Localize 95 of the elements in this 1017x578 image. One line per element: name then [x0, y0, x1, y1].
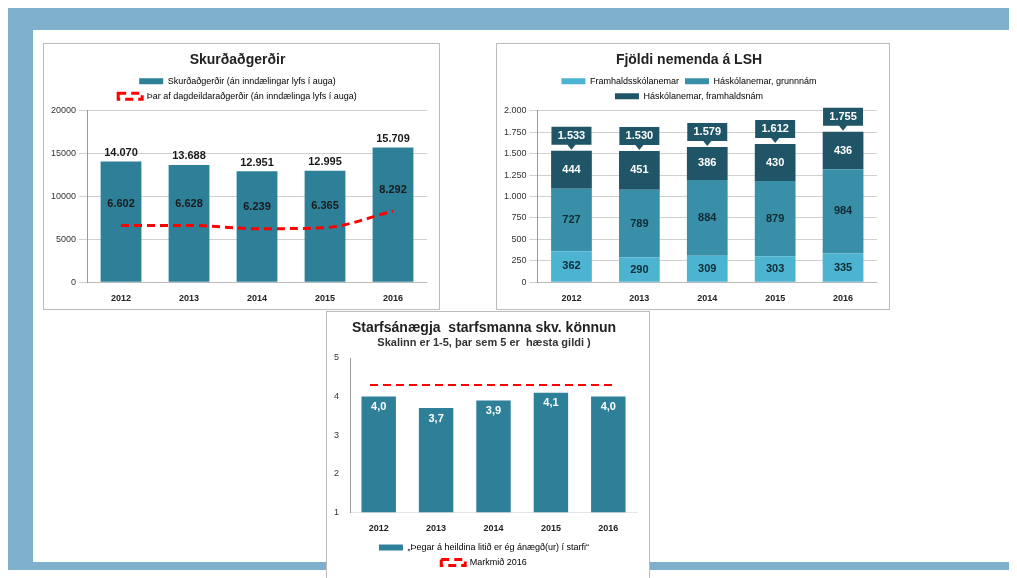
y-tick-label: 500 [511, 233, 527, 244]
legend-label: Markmið 2016 [469, 556, 527, 567]
x-tick-label: 2015 [765, 293, 786, 304]
data-label: 4,1 [543, 396, 559, 409]
data-label: 12.951 [240, 155, 274, 168]
data-label: 984 [833, 204, 854, 217]
data-label: 386 [698, 156, 717, 169]
y-tick-label: 1.000 [503, 190, 527, 201]
x-tick-label: 2015 [314, 293, 336, 304]
y-tick-label: 20000 [51, 105, 77, 116]
line-series [119, 209, 395, 231]
x-tick-label: 2015 [540, 523, 561, 534]
x-tick-label: 2012 [368, 523, 389, 534]
y-tick-label: 2 [333, 468, 340, 479]
data-label: 335 [833, 260, 853, 273]
bar [754, 256, 796, 282]
data-label: 6.365 [311, 199, 339, 212]
data-label: 362 [562, 259, 581, 272]
data-label: 789 [630, 216, 649, 229]
data-label: 879 [765, 211, 785, 224]
data-label: 727 [562, 213, 581, 226]
y-tick-label: 1 [333, 506, 340, 517]
bar [619, 257, 660, 282]
data-label: 444 [562, 162, 582, 175]
data-label: 4,0 [600, 400, 616, 413]
total-label: 1.612 [761, 122, 789, 135]
bar [551, 188, 592, 252]
y-tick-label: 0 [71, 276, 77, 287]
y-tick-label: 750 [511, 212, 527, 223]
data-label: 6.602 [107, 197, 135, 210]
y-tick-label: 5 [333, 352, 340, 363]
x-tick-label: 2013 [629, 293, 650, 304]
data-label: 309 [698, 261, 717, 274]
data-label: 6.628 [175, 196, 203, 209]
data-label: 303 [765, 262, 785, 274]
data-label: 4,0 [371, 400, 387, 413]
y-tick-label: 1.750 [503, 126, 527, 137]
total-label: 1.579 [693, 124, 722, 137]
x-tick-label: 2012 [561, 293, 582, 304]
bar [822, 169, 864, 254]
x-tick-label: 2016 [382, 293, 404, 304]
data-label: 884 [698, 210, 718, 223]
y-tick-label: 15000 [51, 148, 77, 159]
x-tick-label: 2013 [179, 293, 200, 304]
y-tick-label: 1.250 [503, 169, 527, 180]
data-label: 13.688 [172, 149, 206, 162]
bar [236, 171, 278, 282]
legend-label: Háskólanemar, grunnnám [713, 75, 817, 86]
y-tick-label: 1.500 [503, 148, 527, 159]
data-label: 6.239 [243, 200, 271, 213]
data-label: 15.709 [376, 132, 410, 145]
legend-label: Háskólanemar, framhaldsnám [643, 90, 764, 101]
y-tick-label: 2.000 [503, 105, 527, 116]
chart-title: Starfsánægja starfsmanna skv. könnun [351, 319, 617, 336]
data-label: 3,9 [485, 403, 502, 416]
legend-label: „Þegar á heildina litið er ég ánægð(ur) í starfi“ [407, 541, 590, 552]
data-label: 290 [630, 262, 649, 275]
legend-label: Skurðaðgerðir (án inndælingar lyfs í auga) [167, 75, 336, 86]
bar [372, 147, 414, 282]
chart-title: Skurðaðgerðir [189, 51, 286, 68]
data-label: 451 [630, 163, 649, 176]
chart-title: Fjöldi nemenda á LSH [615, 51, 763, 68]
y-tick-label: 3 [333, 429, 340, 440]
y-tick-label: 4 [333, 391, 340, 402]
bar [754, 180, 796, 257]
y-tick-label: 0 [521, 276, 527, 287]
legend-label: Þar af dagdeildaraðgerðir (án inndælinga lyfs í auga) [146, 90, 357, 101]
x-tick-label: 2014 [247, 293, 268, 304]
x-tick-label: 2012 [111, 293, 132, 304]
y-tick-label: 10000 [51, 190, 77, 201]
legend-label: Framhaldsskólanemar [589, 75, 679, 86]
x-tick-label: 2014 [483, 523, 504, 534]
total-label: 1.530 [625, 129, 654, 142]
bar [100, 161, 142, 282]
data-label: 14.070 [104, 146, 138, 159]
y-tick-label: 250 [511, 255, 527, 266]
data-label: 430 [765, 155, 785, 168]
bar [686, 179, 728, 256]
bar [822, 253, 864, 282]
data-label: 12.995 [308, 155, 342, 168]
x-tick-label: 2016 [833, 293, 854, 304]
data-label: 8.292 [379, 182, 407, 195]
x-tick-label: 2013 [426, 523, 447, 534]
bar [168, 164, 210, 282]
data-label: 436 [833, 143, 853, 156]
bar [551, 251, 592, 282]
total-label: 1.755 [829, 109, 857, 122]
data-label: 3,7 [428, 411, 444, 424]
x-tick-label: 2014 [697, 293, 718, 304]
total-label: 1.533 [557, 128, 586, 141]
chart-subtitle: Skalinn er 1-5, þar sem 5 er hæsta gildi ) [377, 336, 592, 349]
x-tick-label: 2016 [598, 523, 619, 534]
bar [304, 170, 346, 282]
bar [619, 189, 660, 258]
y-tick-label: 5000 [56, 233, 77, 244]
